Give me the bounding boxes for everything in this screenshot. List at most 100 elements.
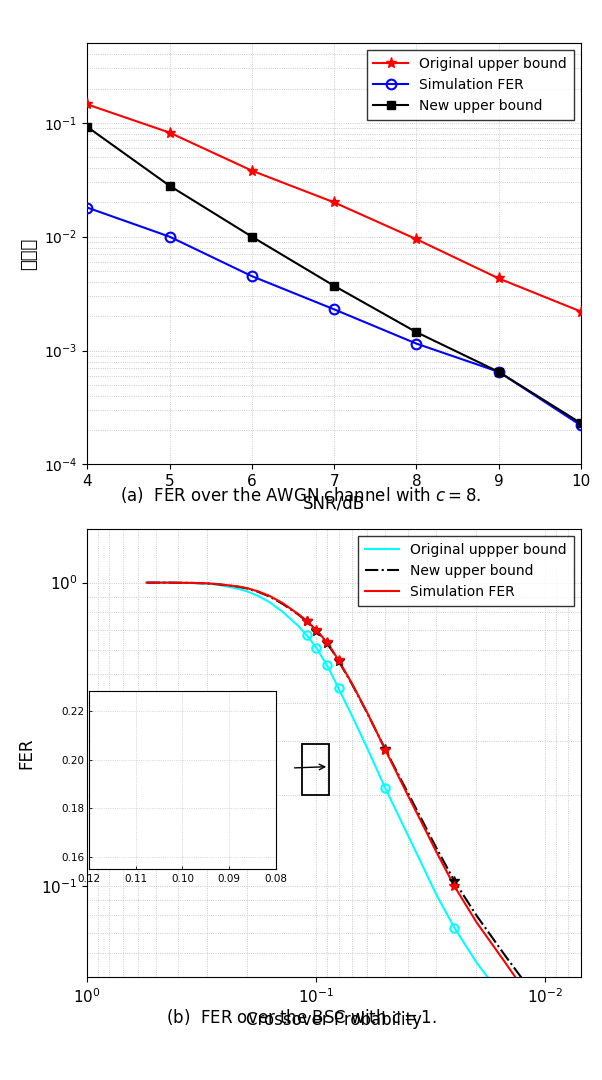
Original uppper bound <box>501 994 509 1007</box>
Original uppper bound <box>313 642 320 654</box>
Original uppper bound <box>524 1026 531 1039</box>
Simulation FER <box>203 577 211 590</box>
Simulation FER <box>214 578 221 591</box>
Simulation FER <box>564 1048 571 1061</box>
Simulation FER <box>524 988 531 1001</box>
New upper bound <box>226 579 233 592</box>
Original uppper bound <box>163 576 170 589</box>
Original upper bound <box>330 195 338 208</box>
Simulation FER <box>303 615 311 627</box>
Simulation FER <box>175 577 182 590</box>
Simulation FER <box>318 630 325 643</box>
X-axis label: SNR/dB: SNR/dB <box>303 495 365 513</box>
Original uppper bound <box>323 659 330 672</box>
Legend: Original upper bound, Simulation FER, New upper bound: Original upper bound, Simulation FER, Ne… <box>367 50 574 120</box>
Original uppper bound <box>542 1052 549 1065</box>
Simulation FER <box>348 677 355 690</box>
Line: Simulation FER: Simulation FER <box>147 582 581 1080</box>
New upper bound <box>318 630 325 643</box>
Original uppper bound <box>244 585 251 598</box>
Y-axis label: FER: FER <box>18 738 36 769</box>
New upper bound <box>364 706 371 719</box>
New upper bound <box>279 597 287 610</box>
Legend: Original uppper bound, New upper bound, Simulation FER: Original uppper bound, New upper bound, … <box>358 536 574 606</box>
Original uppper bound <box>143 576 150 589</box>
Original uppper bound <box>417 855 424 868</box>
Simulation FER <box>473 916 480 929</box>
New upper bound <box>577 1063 585 1076</box>
X-axis label: Crossover Probability: Crossover Probability <box>246 1011 422 1029</box>
Line: Original uppper bound: Original uppper bound <box>147 582 581 1080</box>
Simulation FER <box>234 580 241 593</box>
Original uppper bound <box>348 708 355 721</box>
New upper bound <box>495 365 502 378</box>
Original upper bound <box>577 305 585 318</box>
Original uppper bound <box>382 782 389 795</box>
Text: (a)  FER over the AWGN channel with $c = 8$.: (a) FER over the AWGN channel with $c = … <box>120 485 482 504</box>
Simulation FER <box>226 579 233 592</box>
Simulation FER <box>294 608 302 621</box>
New upper bound <box>564 1038 571 1051</box>
New upper bound <box>303 615 311 627</box>
Simulation FER <box>335 653 342 666</box>
Line: Original upper bound: Original upper bound <box>82 99 586 318</box>
Original upper bound <box>495 272 502 285</box>
New upper bound <box>266 590 273 603</box>
Simulation FER <box>577 419 585 432</box>
New upper bound <box>501 949 509 962</box>
Simulation FER <box>143 576 150 589</box>
Bar <box>302 743 329 795</box>
Simulation FER <box>163 576 170 589</box>
Simulation FER <box>329 644 336 657</box>
Original uppper bound <box>234 582 241 595</box>
New upper bound <box>432 841 439 854</box>
New upper bound <box>188 577 195 590</box>
Simulation FER <box>153 576 160 589</box>
Original uppper bound <box>303 629 311 642</box>
New upper bound <box>348 677 355 690</box>
Line: New upper bound: New upper bound <box>147 582 581 1069</box>
New upper bound <box>451 875 458 888</box>
Simulation FER <box>84 201 91 214</box>
Original uppper bound <box>266 596 273 609</box>
Original uppper bound <box>153 576 160 589</box>
Simulation FER <box>254 585 261 598</box>
New upper bound <box>234 580 241 593</box>
New upper bound <box>166 179 173 192</box>
Simulation FER <box>364 706 371 719</box>
New upper bound <box>542 1007 549 1020</box>
Original uppper bound <box>226 580 233 593</box>
New upper bound <box>214 578 221 591</box>
Simulation FER <box>495 365 502 378</box>
Original uppper bound <box>329 670 336 683</box>
Simulation FER <box>330 302 338 315</box>
Simulation FER <box>432 845 439 858</box>
Simulation FER <box>279 597 287 610</box>
Y-axis label: 误帧率: 误帧率 <box>20 238 39 270</box>
New upper bound <box>524 980 531 993</box>
Simulation FER <box>166 230 173 243</box>
New upper bound <box>313 624 320 637</box>
Original uppper bound <box>451 921 458 934</box>
Original uppper bound <box>279 606 287 619</box>
Original uppper bound <box>335 681 342 694</box>
Original upper bound <box>248 164 255 177</box>
Original uppper bound <box>473 956 480 969</box>
Original upper bound <box>413 232 420 245</box>
New upper bound <box>244 582 251 595</box>
Original uppper bound <box>432 888 439 901</box>
Simulation FER <box>323 636 330 649</box>
Original uppper bound <box>203 577 211 590</box>
Simulation FER <box>248 270 255 283</box>
New upper bound <box>84 121 91 134</box>
Simulation FER <box>413 337 420 350</box>
Original uppper bound <box>294 620 302 633</box>
New upper bound <box>163 576 170 589</box>
Line: Simulation FER: Simulation FER <box>82 203 586 430</box>
Simulation FER <box>244 582 251 595</box>
Original uppper bound <box>318 650 325 663</box>
Simulation FER <box>577 1074 585 1080</box>
Original uppper bound <box>364 742 371 755</box>
Original uppper bound <box>214 578 221 591</box>
Simulation FER <box>404 788 411 801</box>
